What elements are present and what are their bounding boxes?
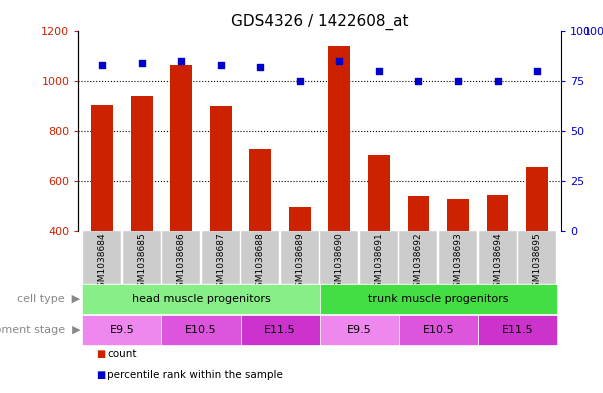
Text: development stage  ▶: development stage ▶ — [0, 325, 80, 335]
Text: GSM1038684: GSM1038684 — [98, 232, 107, 293]
Bar — [210, 106, 232, 231]
Bar — [250, 149, 271, 231]
Text: percentile rank within the sample: percentile rank within the sample — [107, 370, 283, 380]
Point — [256, 64, 265, 70]
Bar — [447, 199, 469, 231]
Title: GDS4326 / 1422608_at: GDS4326 / 1422608_at — [231, 14, 408, 30]
Bar — [83, 316, 162, 345]
Text: GSM1038692: GSM1038692 — [414, 232, 423, 293]
Point — [374, 68, 384, 74]
Bar — [162, 316, 241, 345]
Text: E9.5: E9.5 — [110, 325, 134, 335]
Bar — [320, 316, 399, 345]
Text: GSM1038689: GSM1038689 — [295, 232, 305, 293]
Text: E9.5: E9.5 — [347, 325, 371, 335]
Text: E11.5: E11.5 — [264, 325, 296, 335]
Bar — [320, 231, 358, 284]
Text: ■: ■ — [96, 370, 106, 380]
Text: GSM1038693: GSM1038693 — [453, 232, 463, 293]
Bar — [122, 231, 160, 284]
Bar — [241, 231, 279, 284]
Bar — [329, 46, 350, 231]
Text: GSM1038687: GSM1038687 — [216, 232, 226, 293]
Bar — [399, 231, 437, 284]
Text: GSM1038694: GSM1038694 — [493, 232, 502, 293]
Bar — [478, 316, 557, 345]
Y-axis label: 100%: 100% — [584, 28, 603, 37]
Bar — [368, 155, 390, 231]
Text: GSM1038685: GSM1038685 — [137, 232, 146, 293]
Bar — [131, 96, 153, 231]
Text: GSM1038688: GSM1038688 — [256, 232, 265, 293]
Bar — [289, 207, 311, 231]
Bar — [408, 196, 429, 231]
Text: GSM1038691: GSM1038691 — [374, 232, 384, 293]
Point — [453, 78, 463, 84]
Bar — [170, 65, 192, 231]
Text: E11.5: E11.5 — [502, 325, 533, 335]
Bar — [162, 231, 200, 284]
Text: GSM1038695: GSM1038695 — [532, 232, 541, 293]
Point — [97, 62, 107, 68]
Bar — [83, 285, 320, 314]
Point — [137, 60, 147, 66]
Point — [493, 78, 502, 84]
Bar — [281, 231, 319, 284]
Bar — [399, 316, 478, 345]
Point — [414, 78, 423, 84]
Bar — [320, 285, 557, 314]
Point — [216, 62, 226, 68]
Point — [335, 58, 344, 64]
Point — [532, 68, 542, 74]
Bar — [526, 167, 548, 231]
Point — [295, 78, 305, 84]
Point — [176, 58, 186, 64]
Bar — [518, 231, 556, 284]
Bar — [487, 195, 508, 231]
Text: trunk muscle progenitors: trunk muscle progenitors — [368, 294, 508, 304]
Text: count: count — [107, 349, 137, 359]
Bar — [479, 231, 517, 284]
Bar — [83, 231, 121, 284]
Text: GSM1038690: GSM1038690 — [335, 232, 344, 293]
Bar — [91, 105, 113, 231]
Bar — [202, 231, 240, 284]
Text: cell type  ▶: cell type ▶ — [17, 294, 80, 304]
Bar — [241, 316, 320, 345]
Text: E10.5: E10.5 — [422, 325, 454, 335]
Bar — [360, 231, 398, 284]
Bar — [439, 231, 477, 284]
Text: E10.5: E10.5 — [185, 325, 217, 335]
Text: ■: ■ — [96, 349, 106, 359]
Text: GSM1038686: GSM1038686 — [177, 232, 186, 293]
Text: head muscle progenitors: head muscle progenitors — [131, 294, 270, 304]
